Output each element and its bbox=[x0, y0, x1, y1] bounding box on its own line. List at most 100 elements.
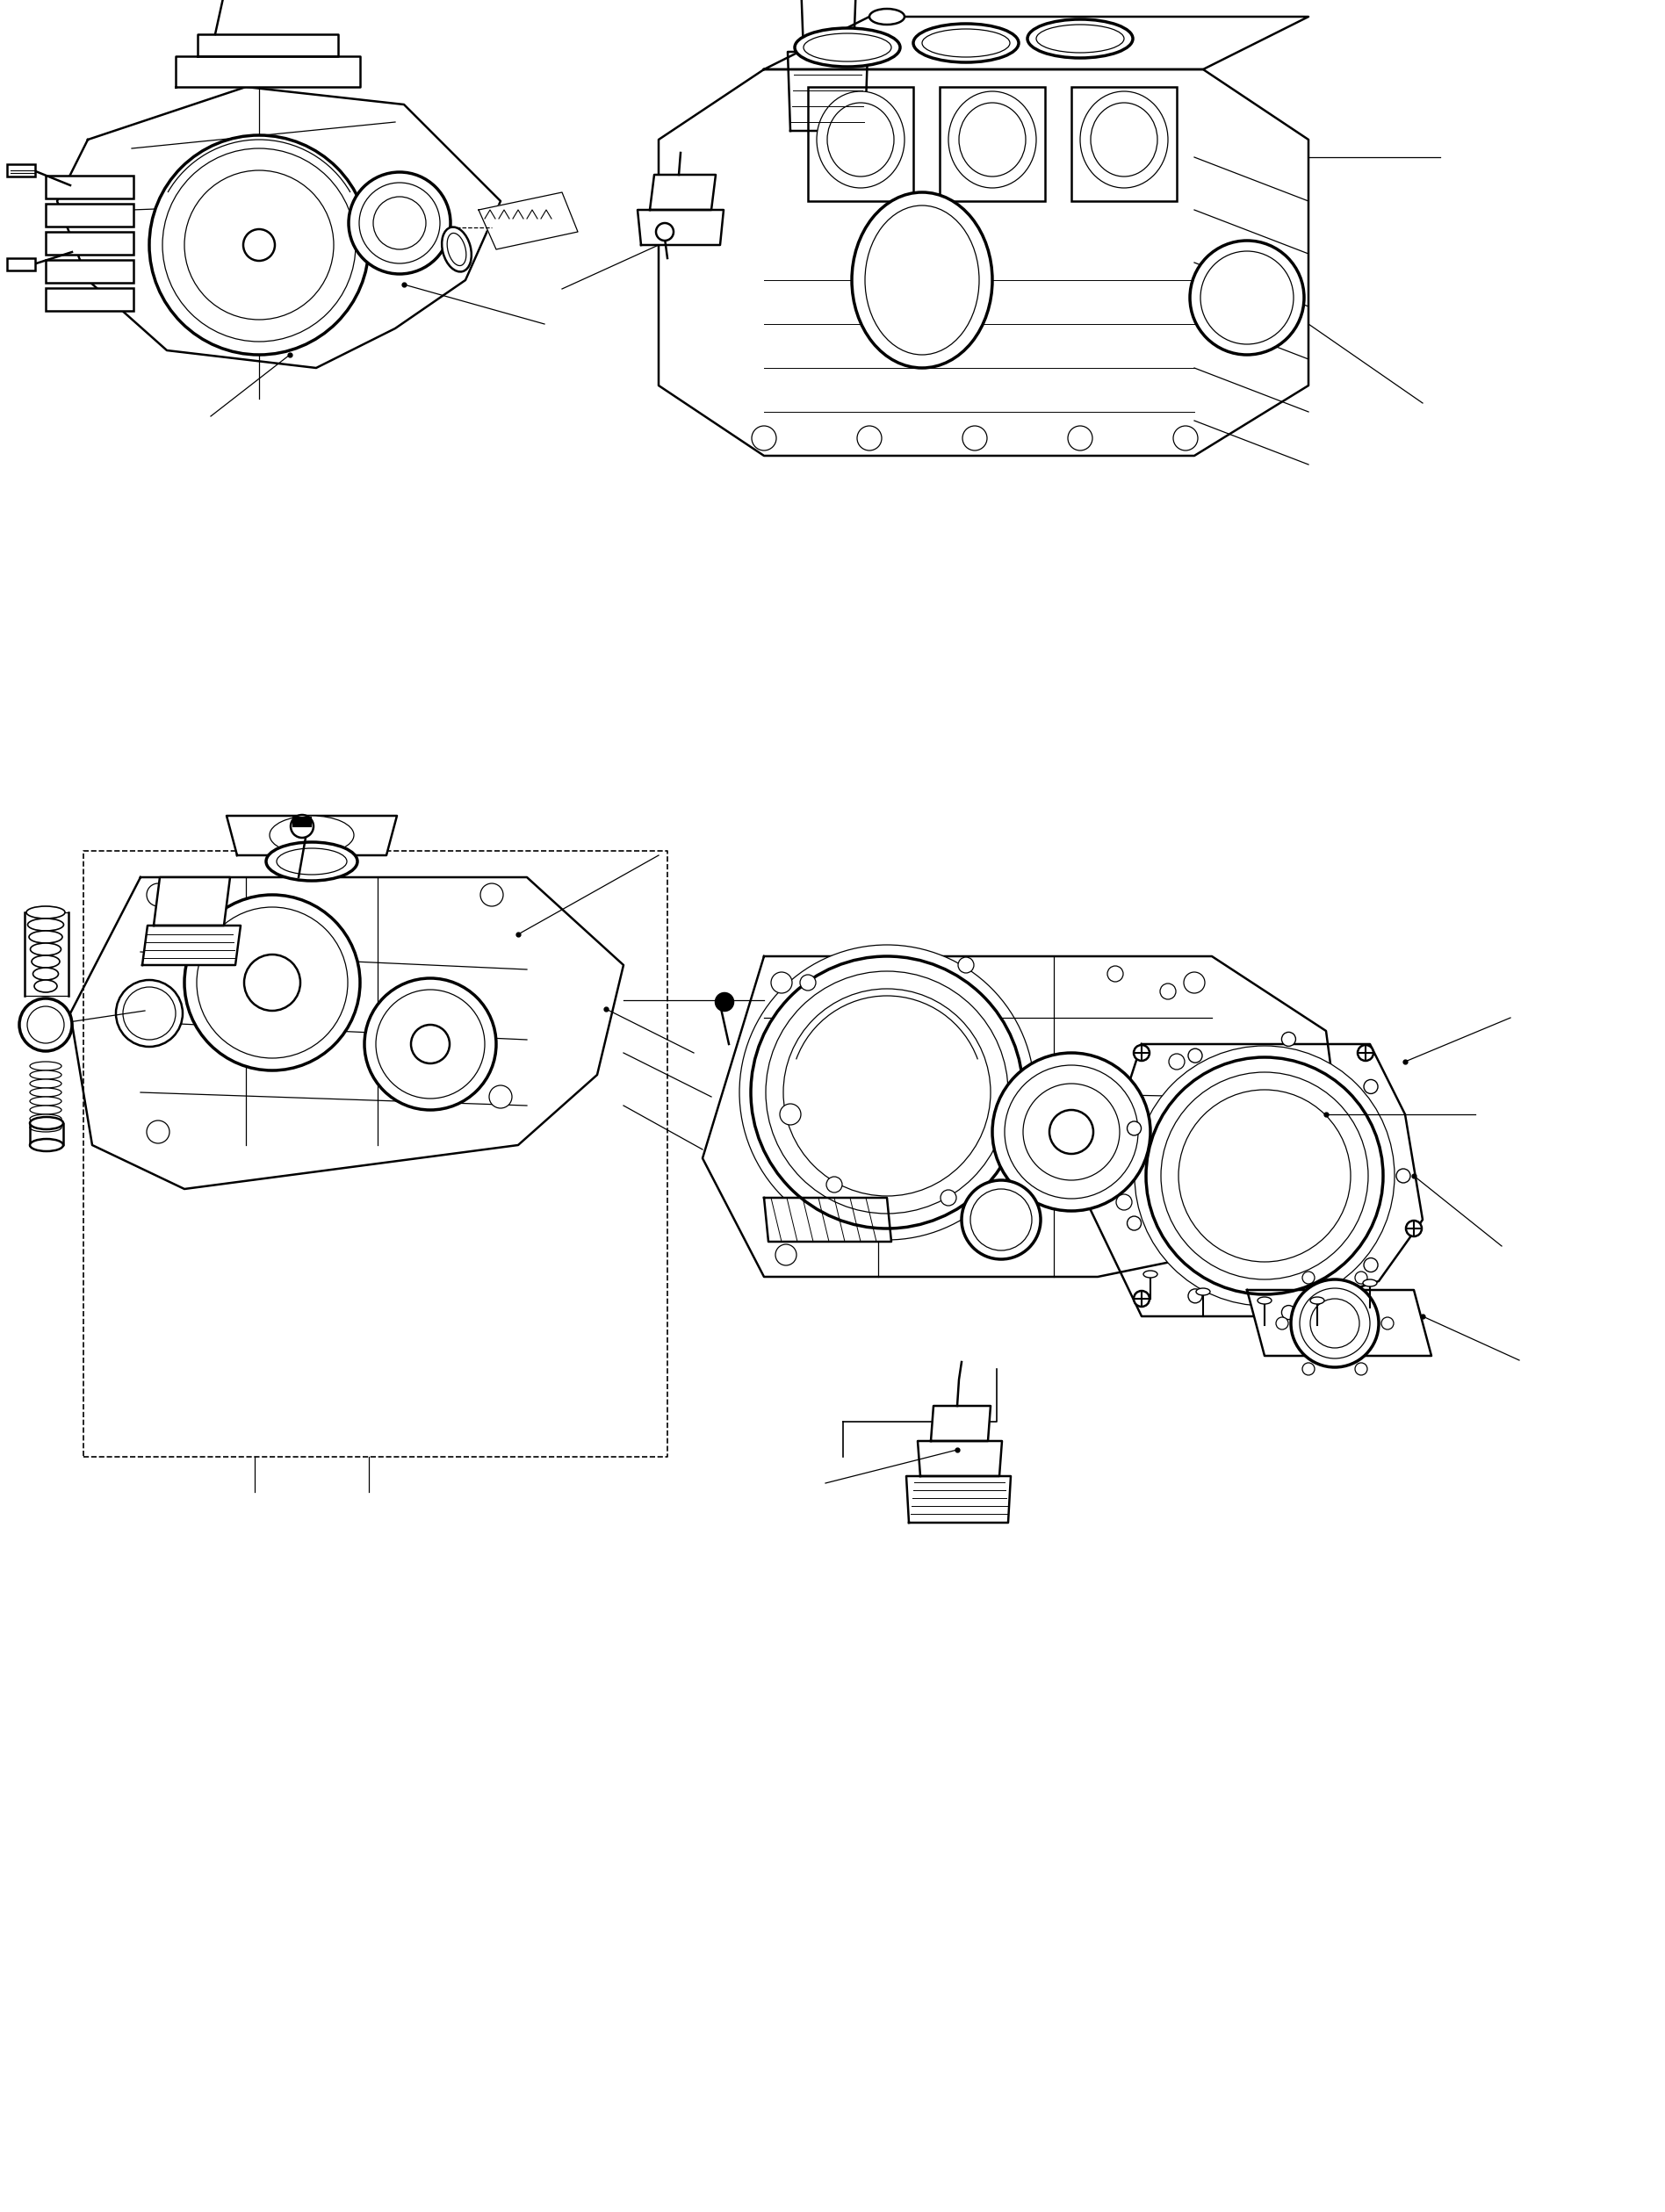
Circle shape bbox=[766, 971, 1007, 1214]
Circle shape bbox=[150, 135, 370, 354]
Polygon shape bbox=[30, 1124, 63, 1146]
Circle shape bbox=[1127, 1121, 1141, 1135]
Circle shape bbox=[348, 173, 451, 274]
Polygon shape bbox=[70, 878, 623, 1190]
Circle shape bbox=[826, 1177, 842, 1192]
Circle shape bbox=[779, 1104, 801, 1126]
Ellipse shape bbox=[1310, 1296, 1324, 1305]
Ellipse shape bbox=[30, 1115, 62, 1124]
Ellipse shape bbox=[30, 1106, 62, 1115]
Ellipse shape bbox=[30, 1088, 62, 1097]
Circle shape bbox=[1049, 1110, 1094, 1155]
Circle shape bbox=[1146, 1057, 1384, 1294]
Polygon shape bbox=[649, 175, 716, 210]
Circle shape bbox=[776, 1245, 796, 1265]
Circle shape bbox=[1004, 1066, 1139, 1199]
Circle shape bbox=[1165, 1130, 1187, 1150]
Polygon shape bbox=[703, 956, 1344, 1276]
Ellipse shape bbox=[448, 232, 466, 265]
Circle shape bbox=[1300, 1287, 1370, 1358]
Circle shape bbox=[941, 1190, 956, 1206]
Circle shape bbox=[1134, 1044, 1149, 1062]
Ellipse shape bbox=[1081, 91, 1167, 188]
Ellipse shape bbox=[441, 228, 471, 272]
Bar bbox=[45, 175, 133, 199]
Ellipse shape bbox=[276, 847, 346, 874]
Circle shape bbox=[1355, 1272, 1367, 1283]
Circle shape bbox=[1151, 1150, 1167, 1166]
Ellipse shape bbox=[828, 102, 894, 177]
Ellipse shape bbox=[30, 1117, 63, 1130]
Circle shape bbox=[971, 1190, 1032, 1250]
Circle shape bbox=[1355, 1363, 1367, 1376]
Circle shape bbox=[20, 998, 72, 1051]
Circle shape bbox=[1184, 1245, 1205, 1265]
Polygon shape bbox=[788, 51, 867, 131]
Circle shape bbox=[1310, 1298, 1359, 1347]
Circle shape bbox=[1364, 1259, 1379, 1272]
Circle shape bbox=[1357, 1044, 1374, 1062]
Circle shape bbox=[1116, 1194, 1132, 1210]
Circle shape bbox=[163, 148, 356, 341]
Circle shape bbox=[185, 896, 360, 1071]
Circle shape bbox=[751, 956, 1022, 1228]
Bar bbox=[45, 288, 133, 312]
Circle shape bbox=[1067, 427, 1092, 451]
Polygon shape bbox=[931, 1407, 991, 1440]
Circle shape bbox=[1189, 1290, 1202, 1303]
Polygon shape bbox=[801, 0, 856, 51]
Ellipse shape bbox=[804, 33, 891, 62]
Circle shape bbox=[739, 945, 1034, 1241]
Ellipse shape bbox=[949, 91, 1036, 188]
Circle shape bbox=[1290, 1279, 1379, 1367]
Circle shape bbox=[147, 883, 170, 907]
Circle shape bbox=[992, 1053, 1151, 1210]
Ellipse shape bbox=[266, 843, 358, 880]
Bar bbox=[808, 86, 914, 201]
Circle shape bbox=[376, 989, 485, 1099]
Polygon shape bbox=[1089, 1044, 1422, 1316]
Polygon shape bbox=[1247, 1290, 1432, 1356]
Ellipse shape bbox=[1195, 1287, 1210, 1296]
Ellipse shape bbox=[30, 1062, 62, 1071]
Circle shape bbox=[1382, 1316, 1394, 1329]
Circle shape bbox=[1174, 427, 1197, 451]
Ellipse shape bbox=[28, 918, 63, 931]
Circle shape bbox=[1282, 1033, 1295, 1046]
Circle shape bbox=[291, 814, 313, 838]
Circle shape bbox=[411, 1024, 450, 1064]
Circle shape bbox=[196, 907, 348, 1057]
Polygon shape bbox=[906, 1475, 1011, 1522]
Circle shape bbox=[117, 980, 183, 1046]
Circle shape bbox=[1179, 1091, 1350, 1261]
Bar bbox=[7, 259, 35, 270]
Ellipse shape bbox=[33, 967, 58, 980]
Circle shape bbox=[656, 223, 674, 241]
Bar bbox=[939, 86, 1046, 201]
Ellipse shape bbox=[1091, 102, 1157, 177]
Ellipse shape bbox=[30, 1079, 62, 1088]
Polygon shape bbox=[175, 55, 360, 86]
Circle shape bbox=[1107, 967, 1124, 982]
Ellipse shape bbox=[28, 931, 62, 942]
Circle shape bbox=[123, 987, 175, 1040]
Ellipse shape bbox=[794, 29, 901, 66]
Ellipse shape bbox=[30, 1139, 63, 1150]
Circle shape bbox=[245, 956, 300, 1011]
Ellipse shape bbox=[866, 206, 979, 354]
Circle shape bbox=[751, 427, 776, 451]
Polygon shape bbox=[659, 69, 1309, 456]
Circle shape bbox=[185, 170, 333, 321]
Circle shape bbox=[27, 1006, 65, 1044]
Circle shape bbox=[1184, 971, 1205, 993]
Ellipse shape bbox=[1144, 1270, 1157, 1279]
Polygon shape bbox=[57, 86, 501, 367]
Circle shape bbox=[783, 989, 991, 1197]
Circle shape bbox=[1364, 1079, 1379, 1093]
Circle shape bbox=[1189, 1048, 1202, 1062]
Circle shape bbox=[360, 184, 440, 263]
Ellipse shape bbox=[30, 942, 62, 956]
Ellipse shape bbox=[32, 956, 60, 967]
Circle shape bbox=[243, 230, 275, 261]
Ellipse shape bbox=[1027, 20, 1132, 58]
